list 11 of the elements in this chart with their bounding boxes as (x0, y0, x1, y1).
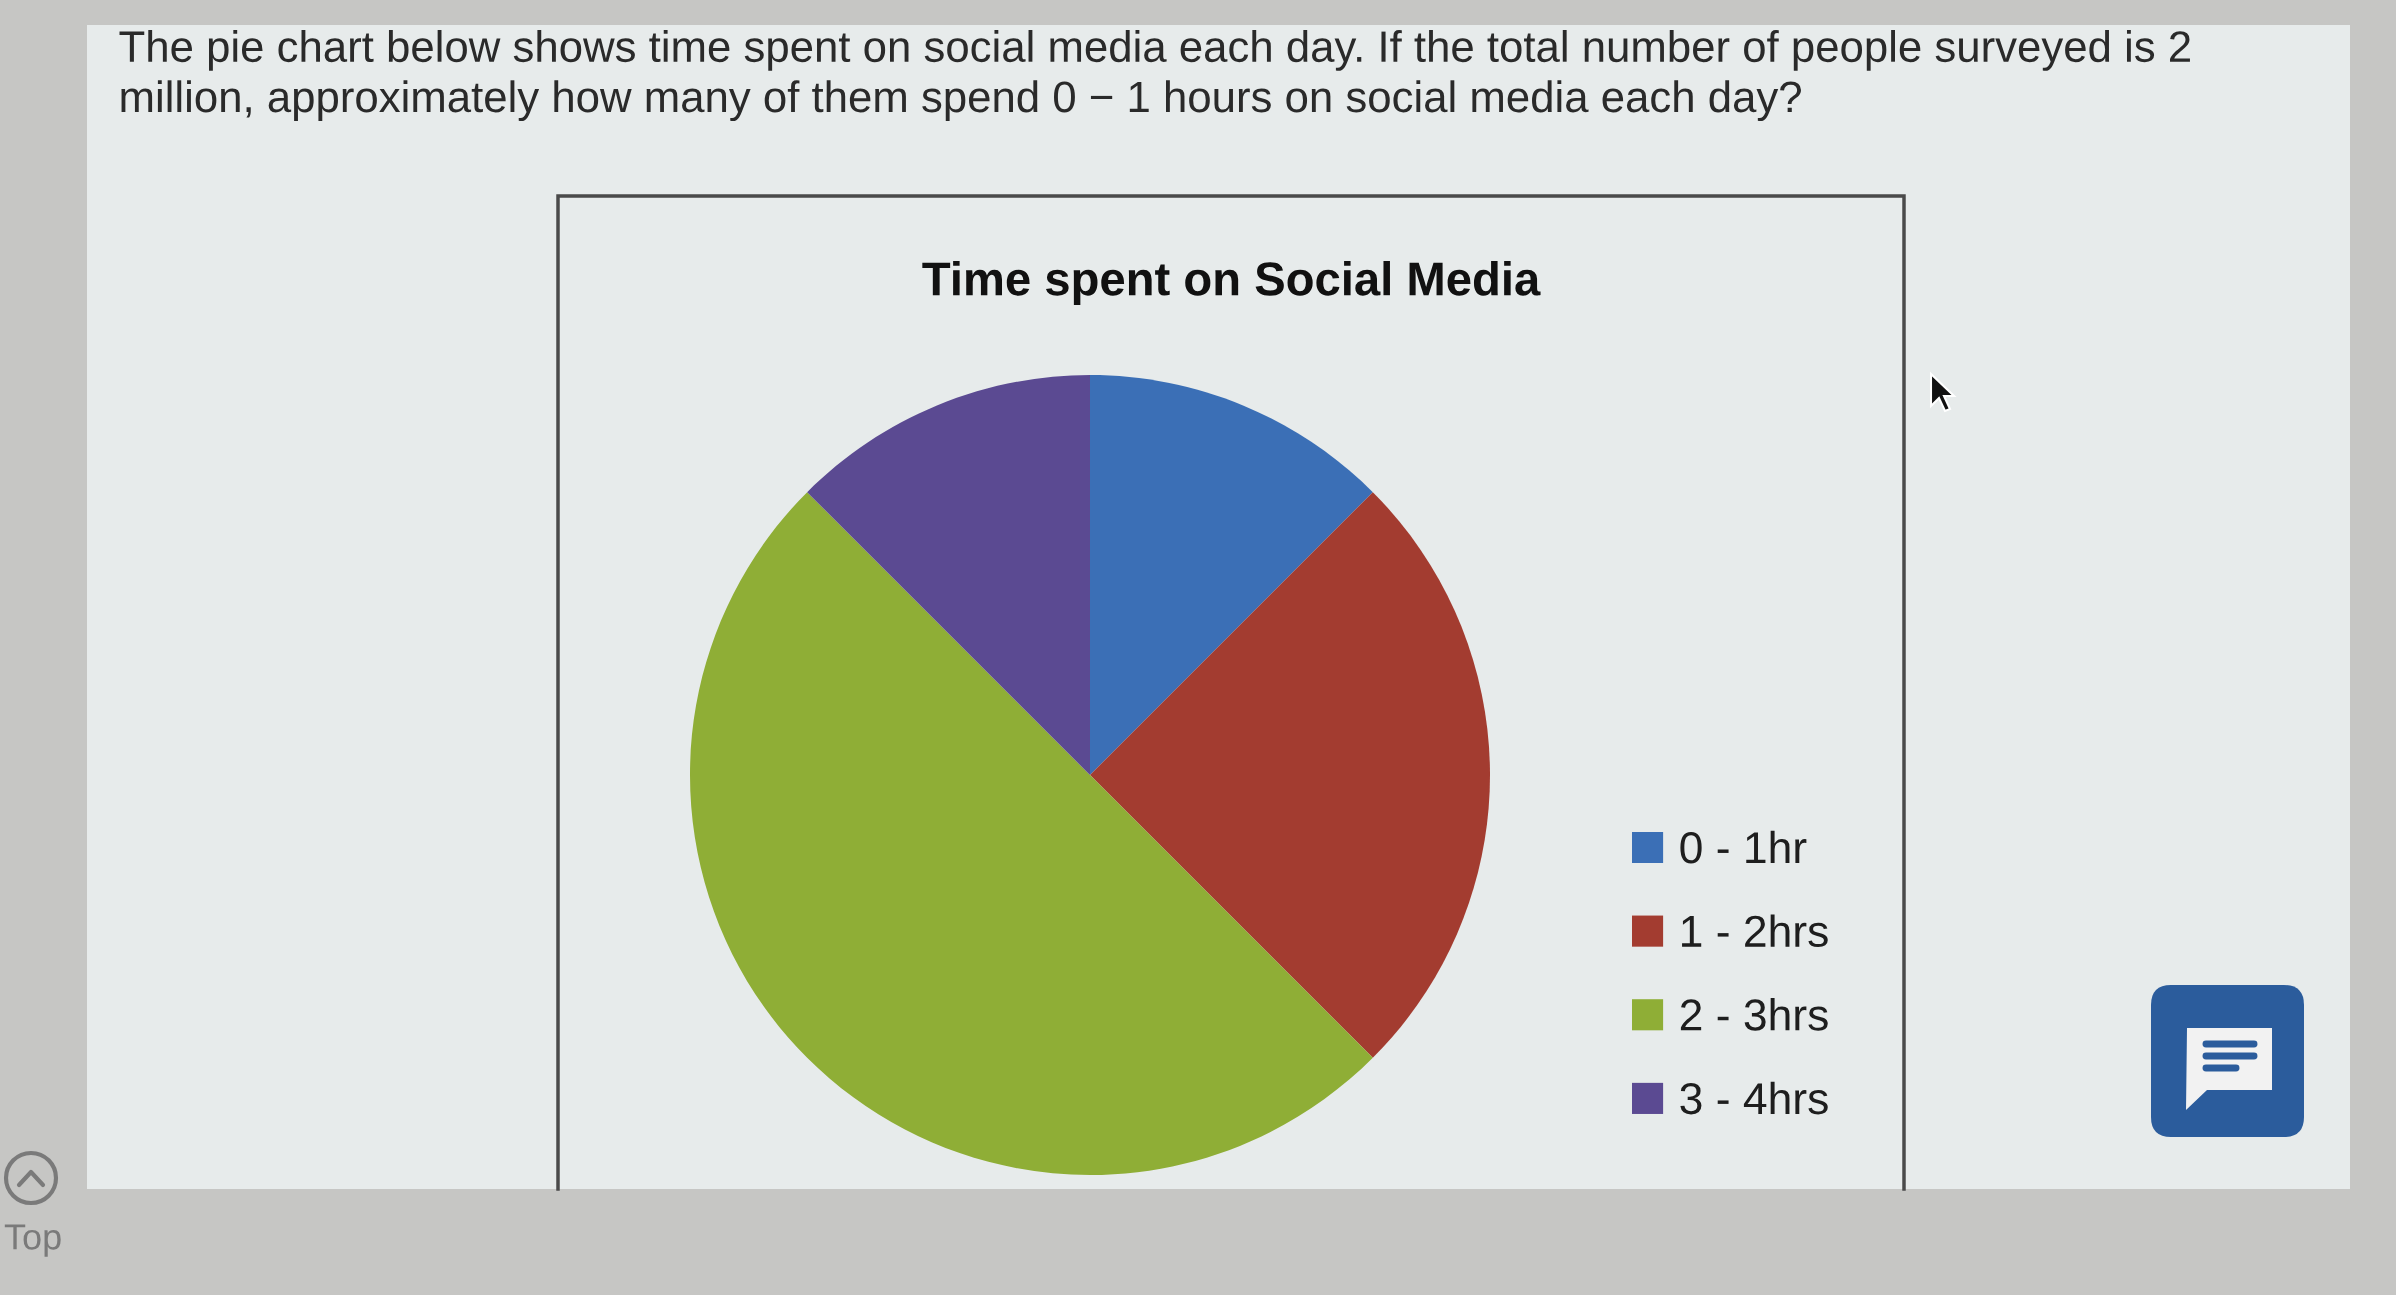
legend-label: 2 - 3hrs (1680, 998, 1828, 1031)
pie-slice (690, 492, 1373, 1175)
pie-slice (807, 375, 1090, 775)
text: Top (4, 1224, 61, 1257)
legend-label: 3 - 4hrs (1680, 1081, 1828, 1115)
pie-slice (1090, 375, 1373, 775)
pie-slice (1090, 492, 1490, 1058)
text: The pie chart below shows time spent on social media each day. If the total number of people surveyed is 2 million, approximately how many of them spend 0 − 1 hours on social media each day? (119, 30, 2190, 122)
chart-title: Time spent on Social Media (922, 260, 1541, 306)
legend-label: 1 - 2hrs (1682, 914, 1828, 948)
legend-label: 0 - 1hr (1680, 830, 1807, 864)
